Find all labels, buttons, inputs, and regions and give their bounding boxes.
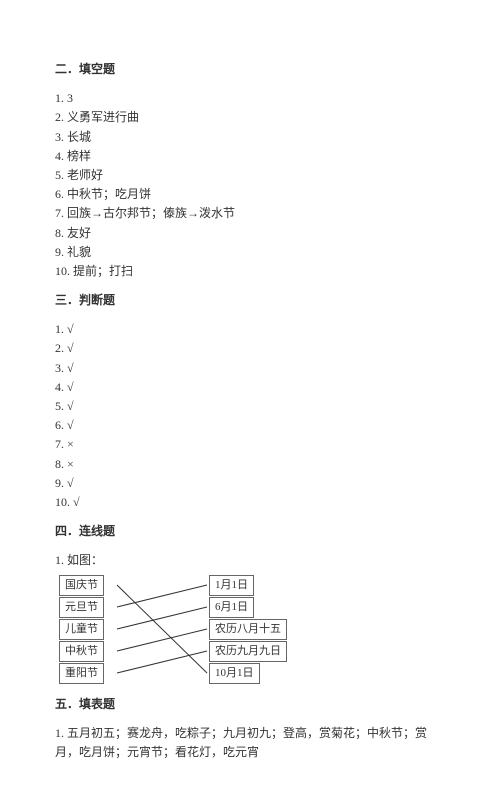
list-item: 3. 长城 xyxy=(55,128,445,147)
section-matching-title: 四．连线题 xyxy=(55,522,445,541)
matching-diagram: 国庆节元旦节儿童节中秋节重阳节 1月1日6月1日农历八月十五农历九月九日10月1日 xyxy=(59,575,319,685)
list-item: 2. 义勇军进行曲 xyxy=(55,108,445,127)
judge-list: 1. √ 2. √ 3. √ 4. √ 5. √ 6. √ 7. × 8. × … xyxy=(55,320,445,512)
matching-right-item: 1月1日 xyxy=(209,575,254,597)
list-item: 9. 礼貌 xyxy=(55,243,445,262)
list-item: 7. 回族→古尔邦节；傣族→泼水节 xyxy=(55,204,445,223)
list-item: 8. 友好 xyxy=(55,224,445,243)
section-judge-title: 三．判断题 xyxy=(55,291,445,310)
matching-right-item: 6月1日 xyxy=(209,597,254,619)
table-line: 1. 五月初五；赛龙舟，吃粽子；九月初九；登高，赏菊花；中秋节；赏月，吃月饼；元… xyxy=(55,724,445,762)
list-item: 7. × xyxy=(55,435,445,454)
matching-left-item: 元旦节 xyxy=(59,597,104,619)
list-item: 1. 3 xyxy=(55,89,445,108)
list-item: 6. √ xyxy=(55,416,445,435)
matching-left-item: 重阳节 xyxy=(59,663,104,685)
list-item: 1. √ xyxy=(55,320,445,339)
list-item: 3. √ xyxy=(55,359,445,378)
matching-line xyxy=(117,651,207,673)
list-item: 10. √ xyxy=(55,493,445,512)
section-table-title: 五．填表题 xyxy=(55,695,445,714)
list-item: 4. 榜样 xyxy=(55,147,445,166)
list-item: 8. × xyxy=(55,455,445,474)
page: 二．填空题 1. 3 2. 义勇军进行曲 3. 长城 4. 榜样 5. 老师好 … xyxy=(0,0,500,792)
matching-line xyxy=(117,585,207,607)
matching-line xyxy=(117,629,207,651)
list-item: 10. 提前；打扫 xyxy=(55,262,445,281)
list-item: 5. √ xyxy=(55,397,445,416)
list-item: 2. √ xyxy=(55,339,445,358)
matching-line xyxy=(117,607,207,629)
matching-right-item: 农历八月十五 xyxy=(209,619,287,641)
matching-left-item: 国庆节 xyxy=(59,575,104,597)
list-item: 4. √ xyxy=(55,378,445,397)
matching-line xyxy=(117,585,207,673)
list-item: 5. 老师好 xyxy=(55,166,445,185)
list-item: 6. 中秋节；吃月饼 xyxy=(55,185,445,204)
matching-lead: 1. 如图： xyxy=(55,551,445,570)
section-fill-blank-title: 二．填空题 xyxy=(55,60,445,79)
matching-right-item: 10月1日 xyxy=(209,663,260,685)
matching-left-item: 儿童节 xyxy=(59,619,104,641)
fill-blank-list: 1. 3 2. 义勇军进行曲 3. 长城 4. 榜样 5. 老师好 6. 中秋节… xyxy=(55,89,445,281)
list-item: 9. √ xyxy=(55,474,445,493)
matching-right-item: 农历九月九日 xyxy=(209,641,287,663)
matching-left-item: 中秋节 xyxy=(59,641,104,663)
